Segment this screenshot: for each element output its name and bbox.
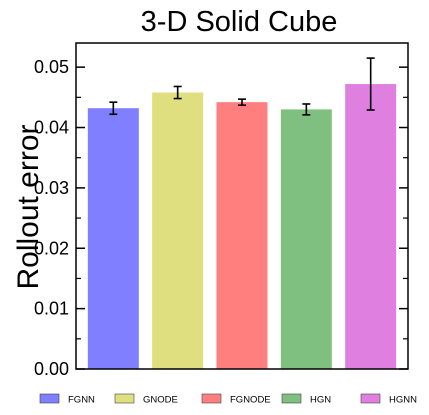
legend-swatch-hgnn: [360, 393, 381, 404]
legend-swatch-fgnode: [201, 393, 222, 404]
legend-label-fgnn: FGNN: [68, 395, 95, 406]
chart-title: 3-D Solid Cube: [141, 6, 338, 38]
legend-swatch-fgnn: [39, 393, 60, 404]
legend-swatch-hgn: [281, 393, 302, 404]
bar-gnode: [152, 92, 204, 370]
legend-label-fgnode: FGNODE: [230, 395, 271, 406]
y-tick-label: 0.01: [34, 299, 69, 319]
bar-hgn: [280, 109, 332, 369]
y-tick-label: 0.03: [34, 178, 69, 198]
bar-fgnode: [216, 102, 268, 369]
legend-label-hgnn: HGNN: [389, 395, 417, 406]
bar-hgnn: [345, 84, 397, 369]
y-tick-label: 0.00: [34, 359, 69, 379]
y-tick-label: 0.04: [34, 118, 69, 138]
legend-swatch-gnode: [114, 393, 135, 404]
y-tick-label: 0.05: [34, 57, 69, 77]
plot-area: 0.00 0.01 0.02 0.03 0.04 0.05: [34, 42, 409, 379]
legend-label-gnode: GNODE: [143, 395, 178, 406]
bar-fgnn: [87, 108, 139, 369]
axes-frame: [75, 42, 409, 370]
y-axis-label: Rollout error: [12, 124, 45, 289]
legend: FGNN GNODE FGNODE HGN HGNN: [39, 393, 417, 406]
legend-label-hgn: HGN: [310, 395, 331, 406]
y-tick-label: 0.02: [34, 238, 69, 258]
